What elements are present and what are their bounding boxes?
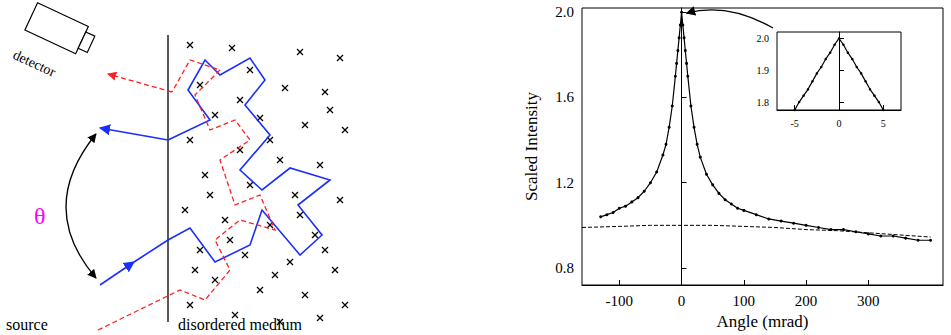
svg-text:1.6: 1.6 [555,89,574,105]
svg-text:Scaled Intensity: Scaled Intensity [522,91,541,201]
svg-text:0: 0 [837,118,842,129]
svg-text:Angle (mrad): Angle (mrad) [716,312,808,331]
svg-text:100: 100 [733,293,756,309]
svg-text:source: source [6,316,48,333]
svg-text:0: 0 [678,293,686,309]
svg-text:1.2: 1.2 [555,175,574,191]
svg-text:-100: -100 [606,293,634,309]
svg-text:2.0: 2.0 [555,4,574,20]
svg-text:300: 300 [857,293,880,309]
svg-text:1.8: 1.8 [757,97,770,108]
svg-text:0.8: 0.8 [555,260,574,276]
svg-text:2.0: 2.0 [757,33,770,44]
svg-text:1.9: 1.9 [757,65,770,76]
svg-text:200: 200 [795,293,818,309]
svg-text:disordered medium: disordered medium [178,316,303,333]
svg-text:θ: θ [34,203,46,229]
svg-text:5: 5 [881,118,886,129]
svg-text:detector: detector [11,47,59,80]
svg-text:-5: -5 [791,118,799,129]
